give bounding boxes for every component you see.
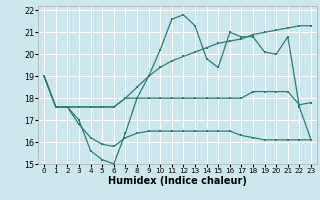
X-axis label: Humidex (Indice chaleur): Humidex (Indice chaleur) [108, 176, 247, 186]
